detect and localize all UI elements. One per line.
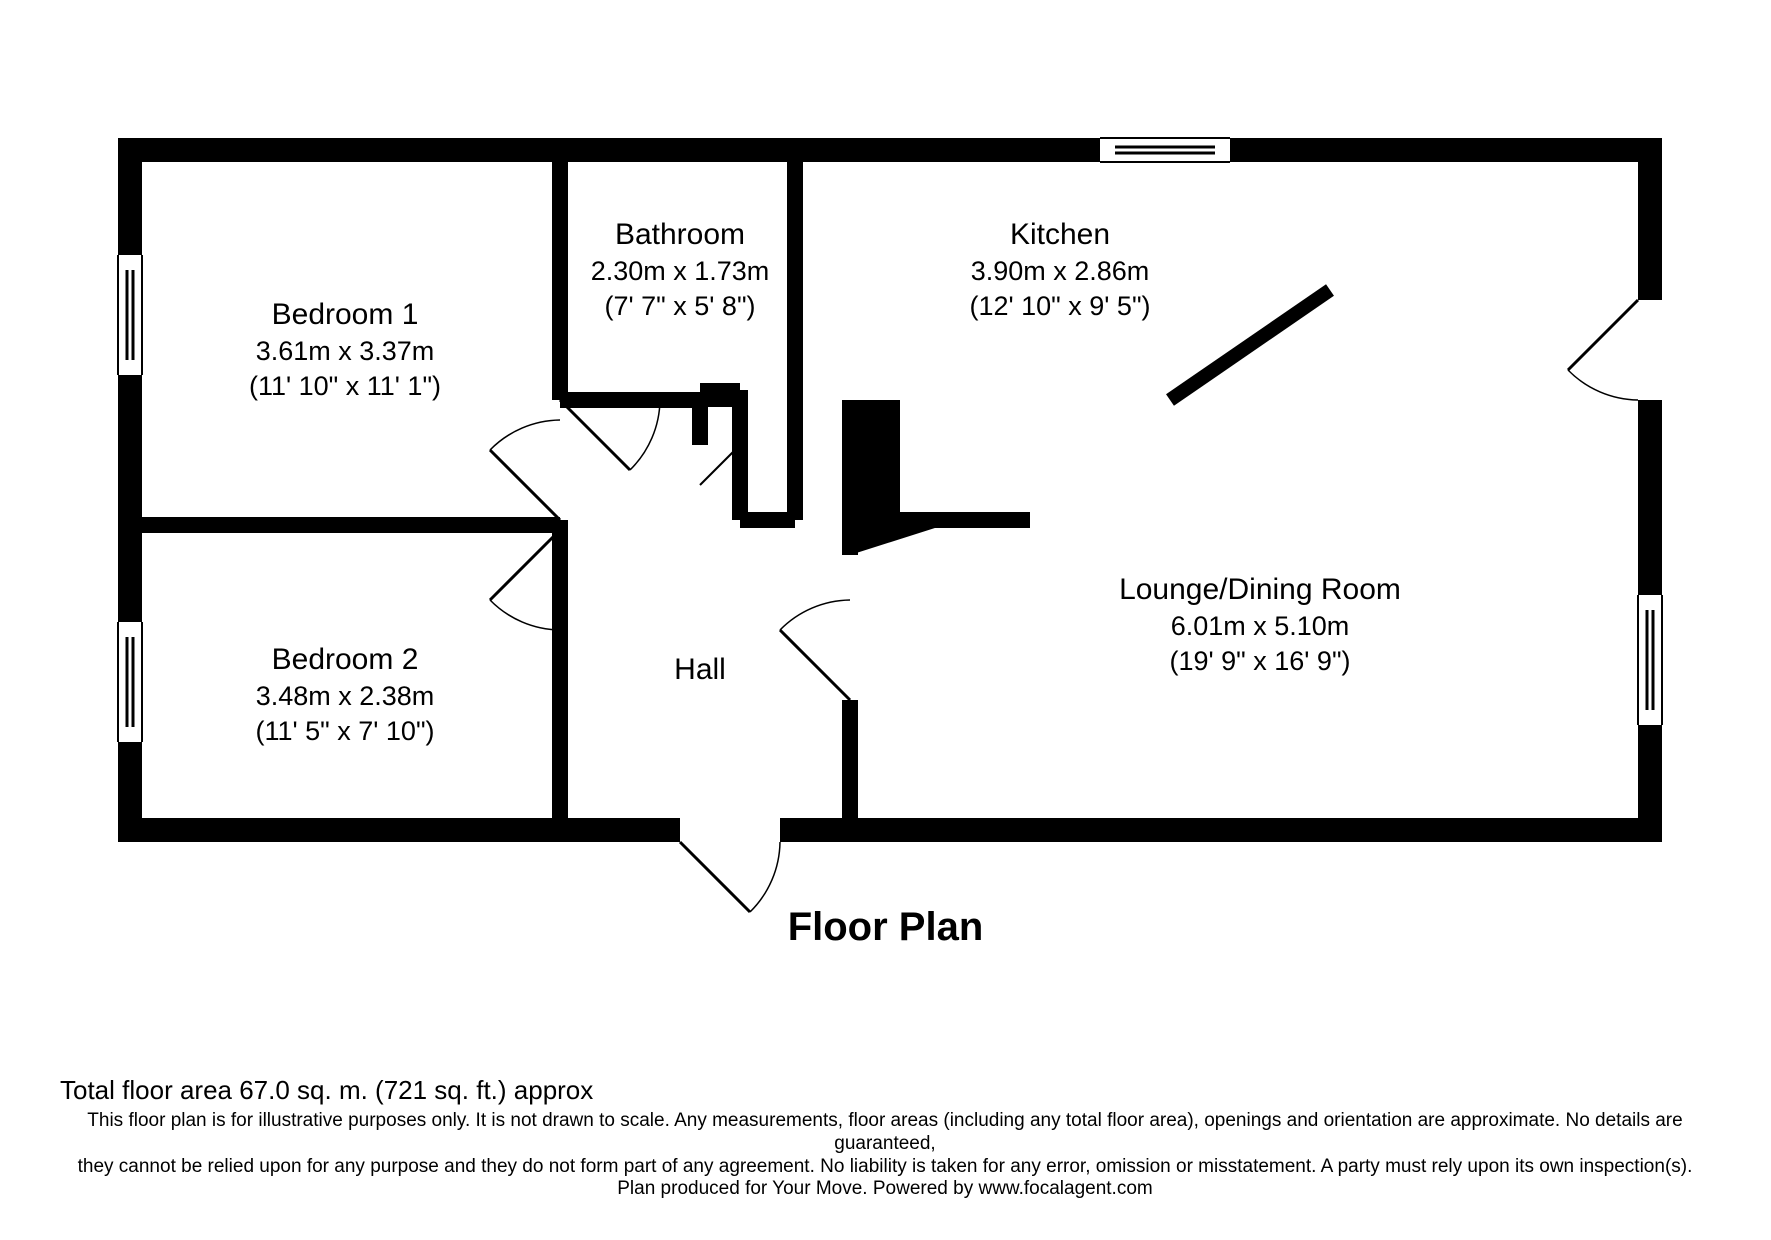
floorplan-svg — [0, 0, 1771, 1240]
footer-disclaimer-3: Plan produced for Your Move. Powered by … — [60, 1178, 1710, 1201]
label-bedroom2: Bedroom 2 3.48m x 2.38m (11' 5" x 7' 10"… — [210, 640, 480, 749]
door-leaf-bed2 — [490, 530, 560, 600]
label-bathroom: Bathroom 2.30m x 1.73m (7' 7" x 5' 8") — [570, 215, 790, 324]
window-bed2 — [118, 622, 142, 742]
door-arc-lounge — [780, 600, 850, 630]
footer-disclaimer-1: This floor plan is for illustrative purp… — [60, 1110, 1710, 1156]
door-leaf-lounge-ext — [1568, 300, 1638, 370]
room-dim-ft: (12' 10" x 9' 5") — [920, 289, 1200, 324]
door-gap-lounge-ext — [1638, 300, 1662, 400]
room-dim-m: 3.48m x 2.38m — [210, 679, 480, 714]
room-dim-m: 6.01m x 5.10m — [1080, 609, 1440, 644]
room-name: Bathroom — [570, 215, 790, 254]
wall-kitchen-step — [795, 400, 960, 555]
door-arc-bed2 — [490, 600, 560, 630]
label-bedroom1: Bedroom 1 3.61m x 3.37m (11' 10" x 11' 1… — [210, 295, 480, 404]
door-gap-entry — [680, 818, 780, 842]
window-lounge — [1638, 595, 1662, 725]
room-dim-ft: (11' 5" x 7' 10") — [210, 714, 480, 749]
room-dim-ft: (11' 10" x 11' 1") — [210, 369, 480, 404]
room-name: Kitchen — [920, 215, 1200, 254]
label-kitchen: Kitchen 3.90m x 2.86m (12' 10" x 9' 5") — [920, 215, 1200, 324]
footer-area: Total floor area 67.0 sq. m. (721 sq. ft… — [60, 1075, 1710, 1106]
door-arc-entry — [750, 842, 780, 912]
window-kitchen — [1100, 138, 1230, 162]
room-name: Bedroom 1 — [210, 295, 480, 334]
room-dim-m: 3.90m x 2.86m — [920, 254, 1200, 289]
door-leaf-bed1 — [490, 450, 560, 520]
door-arc-bed1 — [490, 420, 560, 450]
room-name: Lounge/Dining Room — [1080, 570, 1440, 609]
room-dim-ft: (19' 9" x 16' 9") — [1080, 644, 1440, 679]
footer-disclaimer-2: they cannot be relied upon for any purpo… — [60, 1156, 1710, 1179]
door-arc-bath — [630, 400, 660, 470]
door-leaf-entry — [680, 842, 750, 912]
room-name: Bedroom 2 — [210, 640, 480, 679]
room-dim-m: 2.30m x 1.73m — [570, 254, 790, 289]
floorplan-container: Bedroom 1 3.61m x 3.37m (11' 10" x 11' 1… — [0, 0, 1771, 1240]
door-arc-lounge-ext — [1568, 370, 1638, 400]
window-bed1 — [118, 255, 142, 375]
room-name: Hall — [660, 650, 740, 689]
room-dim-ft: (7' 7" x 5' 8") — [570, 289, 790, 324]
plan-title: Floor Plan — [0, 905, 1771, 950]
door-leaf-bath — [560, 400, 630, 470]
label-lounge: Lounge/Dining Room 6.01m x 5.10m (19' 9"… — [1080, 570, 1440, 679]
footer: Total floor area 67.0 sq. m. (721 sq. ft… — [60, 1075, 1710, 1201]
label-hall: Hall — [660, 650, 740, 689]
door-leaf-lounge — [780, 630, 850, 700]
room-dim-m: 3.61m x 3.37m — [210, 334, 480, 369]
